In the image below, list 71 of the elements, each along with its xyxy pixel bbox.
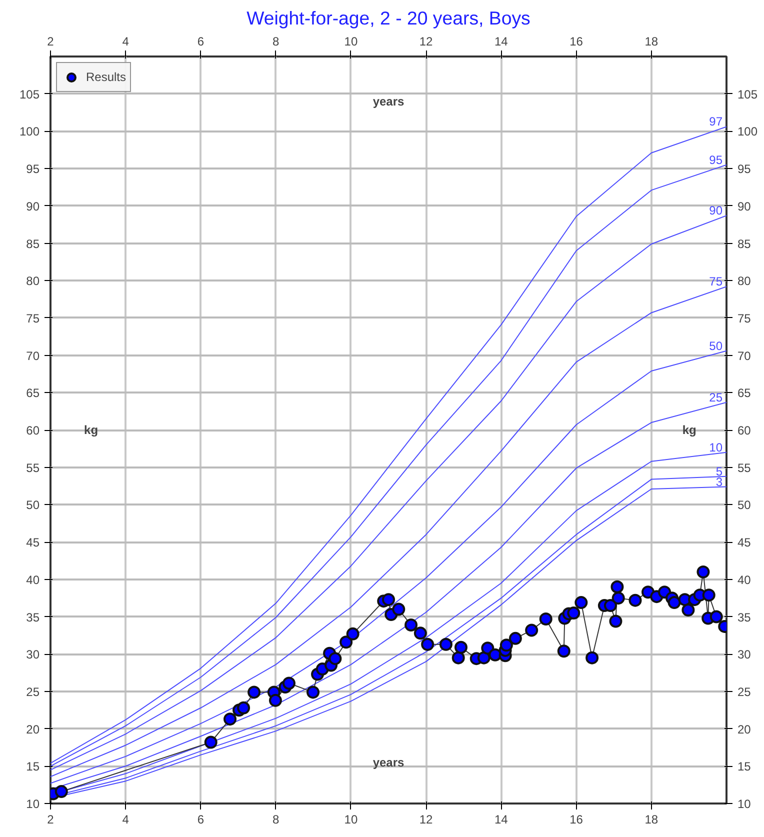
y2-tick-label: 60 [738,424,752,438]
y2-tick-label: 65 [738,386,752,400]
y-tick-label: 15 [26,760,40,774]
x-axis-title: years [372,755,405,770]
y2-tick-label: 105 [738,87,758,102]
y2-tick-label: 55 [738,460,752,475]
x-tick-label: 12 [419,34,434,48]
y-tick-label: 75 [26,311,40,326]
x-tick-label: 6 [197,34,204,48]
y2-tick-label: 90 [738,199,752,214]
y2-tick-label: 30 [738,648,752,662]
y-tick-label: 65 [26,386,40,400]
y2-tick-label: 25 [738,684,752,699]
x-tick-label: 18 [644,34,658,48]
x2-tick-label: 16 [570,812,584,826]
x-tick-label: 2 [47,34,54,48]
x2-tick-label: 14 [494,812,508,826]
x2-axis-title: years [372,94,405,108]
y2-tick-label: 70 [738,348,752,363]
series-label: 50 [709,338,723,353]
y-axis-title: kg [84,423,98,437]
y-tick-label: 95 [26,162,40,176]
series-label: 10 [709,440,723,454]
series-label: 95 [709,152,723,167]
x-tick-label: 10 [344,34,358,48]
y2-axis-title: kg [682,423,696,437]
y2-tick-label: 50 [738,498,752,512]
y2-tick-label: 75 [738,311,752,326]
y2-tick-label: 80 [738,274,752,288]
y2-tick-label: 15 [738,760,752,774]
x-tick-label: 14 [494,34,508,48]
y-tick-label: 90 [26,199,40,214]
x2-tick-label: 2 [47,812,54,826]
y2-tick-label: 10 [738,797,752,811]
x-tick-label: 4 [122,34,130,48]
y2-tick-label: 95 [738,162,752,176]
y-tick-label: 20 [26,722,40,736]
x2-tick-label: 10 [344,812,358,826]
y-tick-label: 10 [26,797,40,811]
y-tick-label: 50 [26,498,40,512]
x2-tick-label: 4 [122,812,130,826]
y2-tick-label: 40 [738,572,752,587]
series-label: 97 [709,114,723,129]
y-tick-label: 55 [26,460,40,475]
y-tick-label: 85 [26,236,40,251]
y2-tick-label: 20 [738,722,752,736]
y-tick-label: 40 [26,572,40,587]
y2-tick-label: 85 [738,236,752,251]
y-tick-label: 100 [19,124,40,139]
series-label: 75 [709,274,723,289]
y-tick-label: 25 [26,684,40,699]
x-tick-label: 8 [272,34,280,48]
series-label: 25 [709,390,723,404]
y-tick-label: 80 [26,274,40,288]
x-tick-label: 16 [570,34,584,48]
series-label: 90 [709,204,723,218]
y2-tick-label: 35 [738,610,752,624]
chart-title: Weight-for-age, 2 - 20 years, Boys [246,8,530,28]
y-tick-label: 35 [26,610,40,624]
x2-tick-label: 18 [644,812,658,826]
x2-tick-label: 8 [272,812,280,826]
y2-tick-label: 45 [738,536,752,550]
x2-tick-label: 6 [197,812,204,826]
y-tick-label: 30 [26,648,40,662]
x2-tick-label: 12 [419,812,434,826]
y-tick-label: 45 [26,536,40,550]
legend-label: Results [86,70,126,84]
y2-tick-label: 100 [738,124,758,139]
y-tick-label: 105 [19,87,40,102]
y-tick-label: 60 [26,424,40,438]
y-tick-label: 70 [26,348,40,363]
